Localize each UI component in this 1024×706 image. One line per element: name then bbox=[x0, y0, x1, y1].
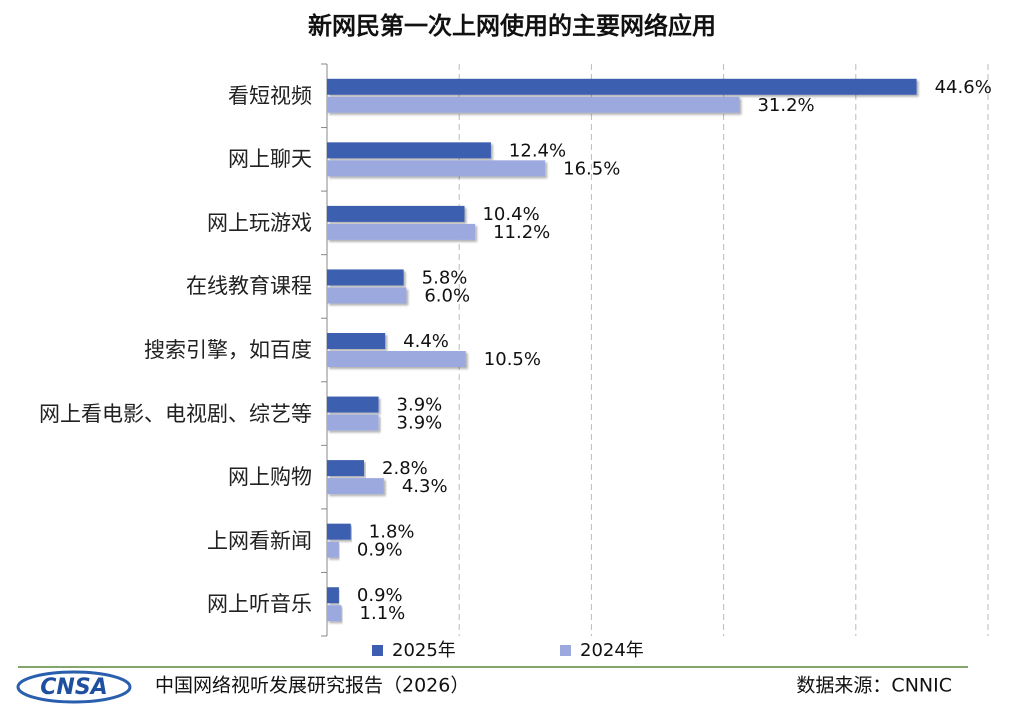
bar bbox=[327, 205, 465, 222]
legend-label: 2025年 bbox=[392, 640, 456, 661]
value-label: 3.9% bbox=[397, 395, 443, 416]
value-label: 4.3% bbox=[402, 476, 448, 497]
y-tick-label: 上网看新闻 bbox=[207, 528, 312, 553]
bar bbox=[327, 587, 339, 604]
value-label: 16.5% bbox=[563, 158, 620, 179]
value-label: 31.2% bbox=[757, 95, 814, 116]
value-label: 10.4% bbox=[482, 204, 539, 225]
value-label: 2.8% bbox=[382, 458, 428, 479]
footer-source: 数据来源：CNNIC bbox=[796, 675, 952, 697]
y-tick-label: 网上玩游戏 bbox=[207, 210, 312, 235]
value-label: 11.2% bbox=[493, 222, 550, 243]
bar bbox=[327, 460, 365, 477]
value-label: 1.1% bbox=[360, 603, 406, 624]
bar bbox=[327, 333, 386, 349]
bar bbox=[327, 223, 476, 240]
footer-report: 中国网络视听发展研究报告（2026） bbox=[155, 675, 469, 697]
value-label: 0.9% bbox=[357, 585, 403, 606]
bar bbox=[327, 142, 491, 159]
bar bbox=[327, 287, 407, 304]
bar bbox=[327, 351, 466, 367]
bar bbox=[327, 414, 379, 431]
legend-swatch bbox=[560, 645, 571, 656]
y-tick-label: 看短视频 bbox=[228, 83, 312, 108]
legend-swatch bbox=[372, 645, 383, 656]
value-label: 3.9% bbox=[397, 413, 443, 434]
value-label: 6.0% bbox=[424, 285, 470, 306]
legend-label: 2024年 bbox=[580, 640, 644, 661]
bar bbox=[327, 269, 404, 286]
y-tick-label: 网上购物 bbox=[228, 465, 312, 490]
bar bbox=[327, 78, 917, 95]
bar bbox=[327, 541, 339, 558]
y-tick-label: 在线教育课程 bbox=[186, 274, 312, 299]
value-label: 10.5% bbox=[484, 349, 541, 370]
bar bbox=[327, 96, 740, 113]
value-label: 44.6% bbox=[935, 77, 992, 98]
bar bbox=[327, 160, 546, 177]
logo-ring bbox=[16, 670, 132, 704]
value-label: 12.4% bbox=[509, 140, 566, 161]
value-label: 4.4% bbox=[403, 331, 449, 352]
value-label: 1.8% bbox=[369, 522, 415, 543]
bar bbox=[327, 605, 342, 622]
chart-title: 新网民第一次上网使用的主要网络应用 bbox=[308, 12, 716, 40]
value-label: 5.8% bbox=[422, 267, 468, 288]
bar bbox=[327, 396, 379, 413]
bar bbox=[327, 523, 351, 540]
y-tick-label: 网上聊天 bbox=[228, 147, 312, 172]
bar bbox=[327, 478, 384, 495]
logo: CNSA bbox=[40, 675, 107, 700]
value-label: 0.9% bbox=[357, 540, 403, 561]
y-tick-label: 网上看电影、电视剧、综艺等 bbox=[39, 401, 312, 426]
y-tick-label: 搜索引擎，如百度 bbox=[144, 338, 312, 362]
y-tick-label: 网上听音乐 bbox=[207, 592, 312, 617]
